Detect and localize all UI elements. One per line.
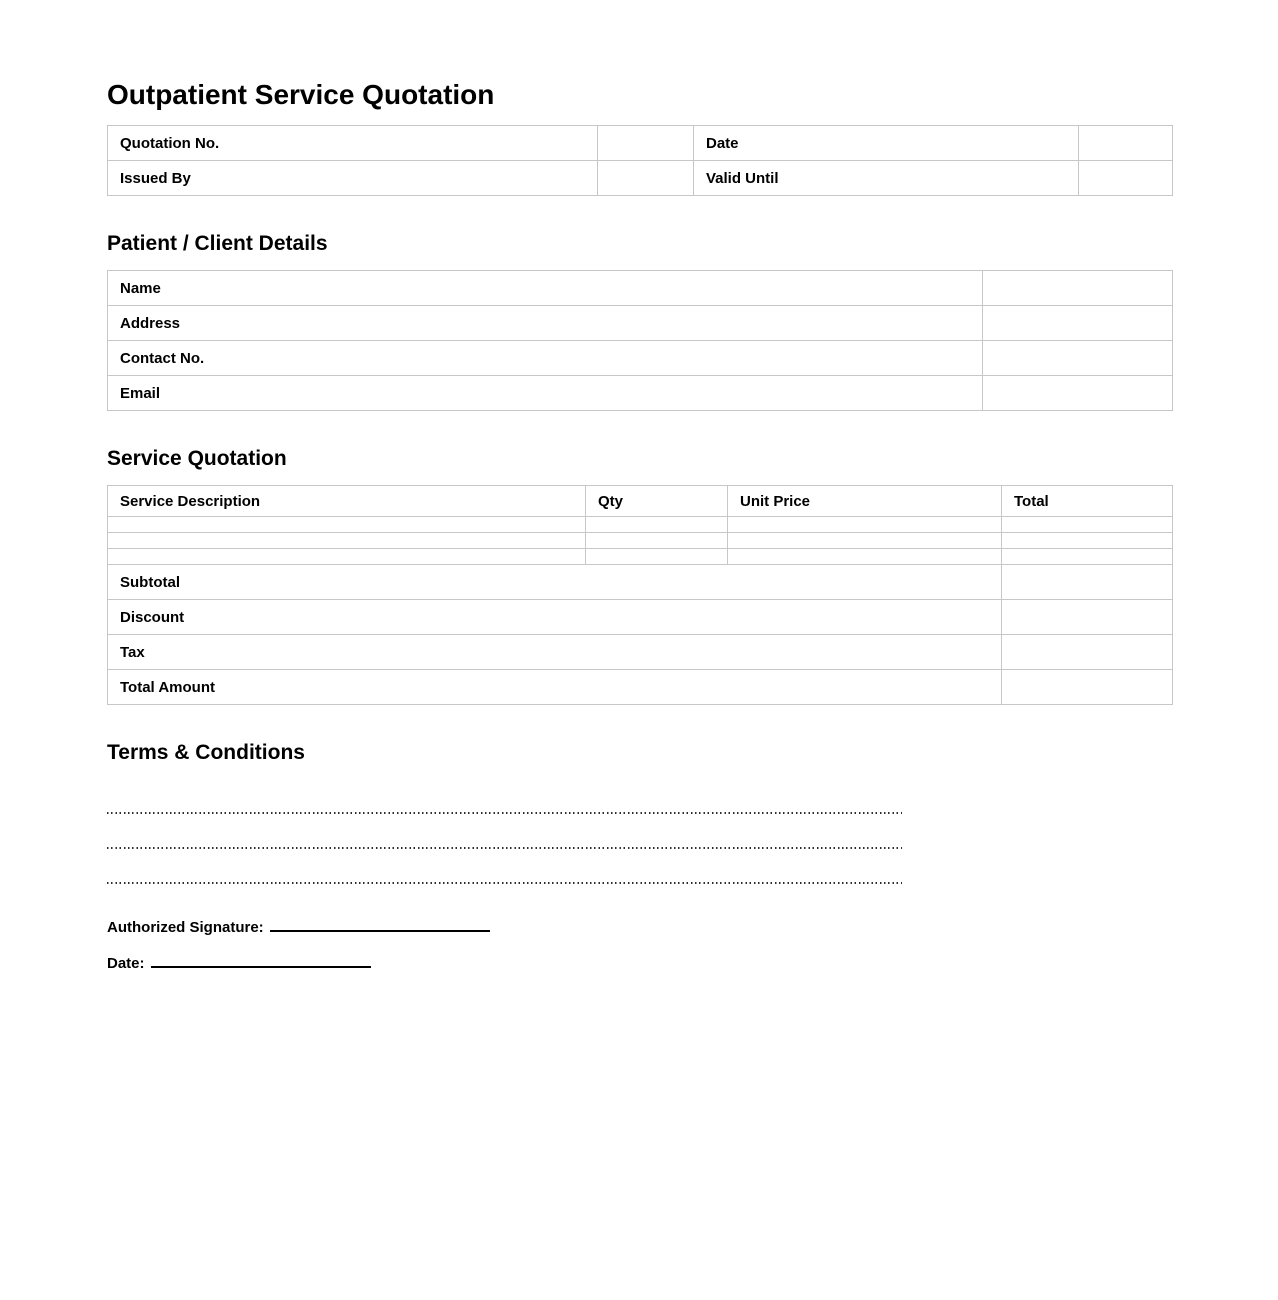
qty-cell[interactable] — [585, 516, 728, 533]
service-table-header-row: Service Description Qty Unit Price Total — [107, 485, 1173, 517]
terms-dotted-line — [107, 847, 902, 849]
summary-row: Total Amount — [107, 669, 1173, 705]
service-description-cell[interactable] — [107, 548, 586, 565]
total-cell[interactable] — [1001, 548, 1173, 565]
subtotal-label: Subtotal — [107, 564, 1002, 600]
terms-dotted-line — [107, 812, 902, 814]
issued-by-value-cell[interactable] — [597, 160, 694, 196]
service-item-row — [107, 516, 1173, 533]
email-value-cell[interactable] — [982, 375, 1173, 411]
table-row: Email — [107, 375, 1173, 411]
total-amount-label: Total Amount — [107, 669, 1002, 705]
terms-dotted-line — [107, 882, 902, 884]
signature-date-row: Date: — [107, 954, 1172, 972]
table-row: Address — [107, 305, 1173, 341]
summary-row: Tax — [107, 634, 1173, 670]
service-description-cell[interactable] — [107, 516, 586, 533]
email-label: Email — [107, 375, 983, 411]
date-value-cell[interactable] — [1078, 125, 1173, 161]
quotation-no-label: Quotation No. — [107, 125, 598, 161]
discount-value-cell[interactable] — [1001, 599, 1173, 635]
tax-label: Tax — [107, 634, 1002, 670]
quotation-meta-table: Quotation No. Date Issued By Valid Until — [107, 125, 1173, 196]
address-label: Address — [107, 305, 983, 341]
table-row: Issued By Valid Until — [107, 160, 1173, 196]
authorized-signature-label: Authorized Signature: — [107, 919, 264, 936]
document-page: Outpatient Service Quotation Quotation N… — [107, 0, 1173, 972]
terms-lines-area — [107, 812, 1172, 884]
signature-blank-line — [269, 918, 490, 932]
valid-until-value-cell[interactable] — [1078, 160, 1173, 196]
service-description-column-header: Service Description — [107, 485, 586, 517]
unit-price-column-header: Unit Price — [727, 485, 1002, 517]
unit-price-cell[interactable] — [727, 532, 1002, 549]
summary-row: Subtotal — [107, 564, 1173, 600]
table-row: Quotation No. Date — [107, 125, 1173, 161]
patient-details-table: Name Address Contact No. Email — [107, 270, 1173, 411]
table-row: Name — [107, 270, 1173, 306]
total-cell[interactable] — [1001, 532, 1173, 549]
patient-details-heading: Patient / Client Details — [107, 232, 328, 255]
valid-until-label: Valid Until — [693, 160, 1079, 196]
discount-label: Discount — [107, 599, 1002, 635]
date-label: Date — [693, 125, 1079, 161]
summary-row: Discount — [107, 599, 1173, 635]
total-cell[interactable] — [1001, 516, 1173, 533]
contact-no-label: Contact No. — [107, 340, 983, 376]
name-label: Name — [107, 270, 983, 306]
service-quotation-table: Service Description Qty Unit Price Total — [107, 485, 1173, 705]
total-column-header: Total — [1001, 485, 1173, 517]
service-item-row — [107, 532, 1173, 549]
service-quotation-heading: Service Quotation — [107, 447, 287, 470]
qty-column-header: Qty — [585, 485, 728, 517]
table-row: Contact No. — [107, 340, 1173, 376]
terms-conditions-heading: Terms & Conditions — [107, 741, 305, 764]
qty-cell[interactable] — [585, 548, 728, 565]
tax-value-cell[interactable] — [1001, 634, 1173, 670]
name-value-cell[interactable] — [982, 270, 1173, 306]
service-item-row — [107, 548, 1173, 565]
contact-no-value-cell[interactable] — [982, 340, 1173, 376]
unit-price-cell[interactable] — [727, 548, 1002, 565]
quotation-no-value-cell[interactable] — [597, 125, 694, 161]
issued-by-label: Issued By — [107, 160, 598, 196]
address-value-cell[interactable] — [982, 305, 1173, 341]
signature-date-label: Date: — [107, 955, 145, 972]
qty-cell[interactable] — [585, 532, 728, 549]
page-title: Outpatient Service Quotation — [107, 79, 495, 110]
authorized-signature-row: Authorized Signature: — [107, 918, 1172, 936]
date-blank-line — [150, 954, 371, 968]
service-description-cell[interactable] — [107, 532, 586, 549]
subtotal-value-cell[interactable] — [1001, 564, 1173, 600]
unit-price-cell[interactable] — [727, 516, 1002, 533]
total-amount-value-cell[interactable] — [1001, 669, 1173, 705]
